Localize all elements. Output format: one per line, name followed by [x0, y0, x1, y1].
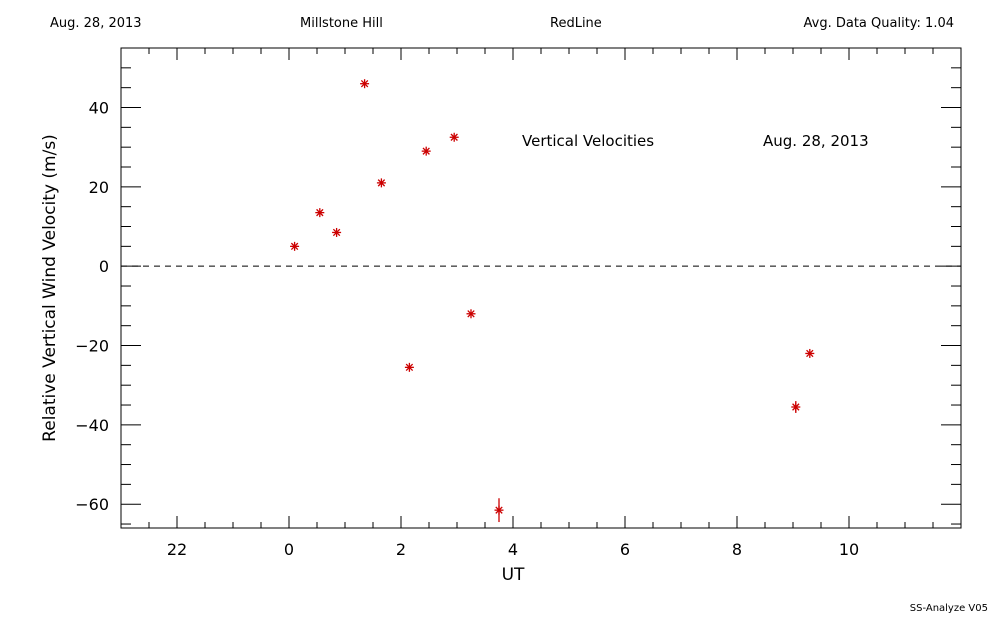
y-tick-label: −40 — [75, 416, 109, 435]
plot-frame — [120, 47, 962, 529]
tick-labels: 22 0 2 4 6 8 10 −60 −40 −20 0 20 40 — [75, 99, 859, 559]
x-tick-label: 2 — [396, 540, 406, 559]
data-point — [376, 178, 386, 188]
data-point — [494, 498, 504, 523]
x-tick-label: 4 — [508, 540, 518, 559]
x-tick-label: 0 — [284, 540, 294, 559]
data-point — [315, 208, 325, 218]
header-quality: Avg. Data Quality: 1.04 — [803, 16, 954, 31]
y-tick-label: −20 — [75, 337, 109, 356]
data-point — [805, 348, 815, 358]
data-point — [404, 362, 414, 372]
x-tick-label: 10 — [839, 540, 859, 559]
y-tick-label: 0 — [99, 257, 109, 276]
data-point — [360, 79, 370, 89]
data-points — [290, 79, 815, 523]
annotation-date: Aug. 28, 2013 — [763, 132, 869, 150]
data-point — [791, 401, 801, 413]
data-point — [290, 241, 300, 251]
data-point — [421, 146, 431, 156]
data-point — [466, 309, 476, 319]
data-point — [332, 227, 342, 237]
annotation-title: Vertical Velocities — [522, 132, 654, 150]
y-tick-label: 40 — [89, 99, 109, 118]
header-line: RedLine — [550, 16, 602, 31]
y-tick-label: −60 — [75, 495, 109, 514]
data-point — [449, 132, 459, 142]
y-axis-label: Relative Vertical Wind Velocity (m/s) — [40, 134, 60, 442]
x-tick-label: 8 — [732, 540, 742, 559]
axis-ticks — [120, 47, 961, 528]
header-site: Millstone Hill — [300, 16, 383, 31]
y-tick-label: 20 — [89, 178, 109, 197]
x-tick-label: 6 — [620, 540, 630, 559]
x-axis-label: UT — [502, 565, 525, 585]
x-tick-label: 22 — [167, 540, 187, 559]
footer-version: SS-Analyze V05 — [909, 603, 988, 614]
header-date: Aug. 28, 2013 — [50, 16, 142, 31]
